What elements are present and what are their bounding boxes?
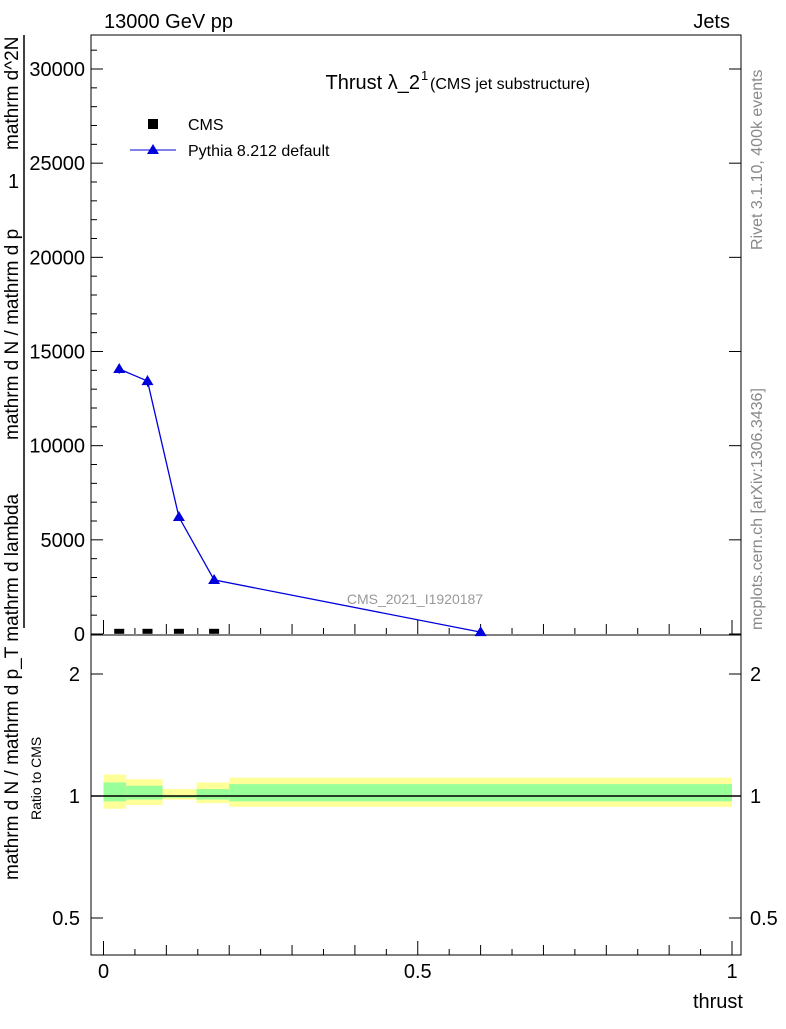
x-tick-label: 0 [98, 961, 109, 983]
cms-point [209, 628, 220, 634]
ratio-y-tick-label-right: 1 [750, 786, 761, 808]
rivet-label: Rivet 3.1.10, 400k events [749, 69, 766, 250]
pythia-point [113, 363, 126, 374]
chart-title-sup: 1 [421, 68, 428, 83]
cms-point [142, 628, 153, 634]
ratio-y-tick-label-right: 2 [750, 664, 761, 686]
legend-pythia-marker [147, 144, 159, 154]
ratio-band-green [162, 796, 197, 798]
chart-marks: 0 5000 10000 15000 20000 25000 30000 0 0.5 1 0.5 0.… [29, 49, 778, 983]
ratio-band-green [103, 782, 127, 802]
ratio-band-yellow [162, 789, 197, 800]
x-tick-label: 0.5 [404, 961, 432, 983]
cms-point [114, 628, 125, 634]
pythia-point [141, 375, 154, 386]
pythia-point [474, 626, 487, 637]
ylabel-numerator: mathrm d^2N [2, 37, 23, 150]
cms-point [173, 628, 184, 634]
ratio-ylabel: Ratio to CMS [28, 737, 44, 820]
ylabel-one: 1 [8, 171, 19, 193]
y-tick-label: 0 [74, 624, 85, 646]
y-tick-label: 30000 [29, 59, 85, 81]
ratio-y-tick-label: 2 [69, 664, 80, 686]
y-tick-label: 25000 [29, 153, 85, 175]
x-tick-label: 1 [726, 961, 737, 983]
pythia-point [208, 573, 221, 584]
y-tick-label: 5000 [41, 530, 86, 552]
y-tick-label: 20000 [29, 247, 85, 269]
mcplots-label: mcplots.cern.ch [arXiv:1306.3436] [749, 388, 766, 630]
y-tick-label: 15000 [29, 342, 85, 364]
y-tick-label: 10000 [29, 436, 85, 458]
legend-cms: CMS [188, 117, 224, 134]
xlabel: thrust [693, 991, 743, 1013]
ratio-band-green [229, 784, 732, 802]
chart-subtitle: (CMS jet substructure) [430, 76, 590, 93]
ratio-y-tick-label-right: 0.5 [750, 908, 778, 930]
ylabel: mathrm d N / mathrm d p_T mathrm d lambd… [2, 493, 23, 880]
header-left: 13000 GeV pp [104, 11, 233, 33]
legend-cms-marker [148, 119, 158, 129]
ylabel-denominator: mathrm d N / mathrm d p [2, 229, 23, 440]
header-right: Jets [693, 11, 730, 33]
ratio-y-tick-label: 1 [69, 786, 80, 808]
pythia-point [172, 511, 185, 522]
ratio-band-green [126, 785, 163, 800]
chart-title: Thrust λ_2 [326, 72, 420, 94]
ratio-frame [90, 634, 742, 956]
watermark: CMS_2021_I1920187 [347, 591, 483, 607]
legend-pythia: Pythia 8.212 default [188, 143, 330, 160]
ratio-y-tick-label: 0.5 [52, 908, 80, 930]
ratio-band-green [196, 789, 230, 800]
